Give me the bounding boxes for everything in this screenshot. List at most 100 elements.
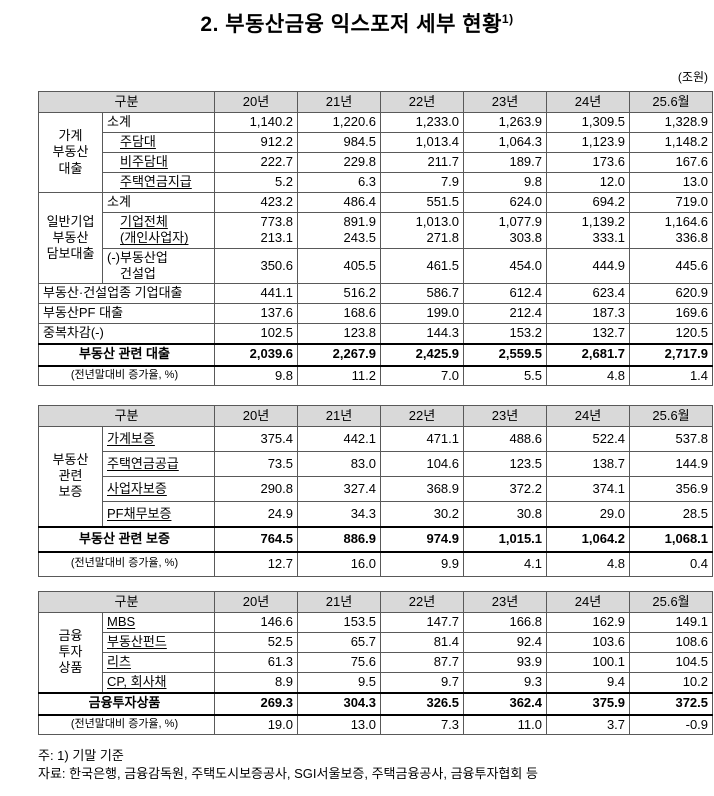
row-label: 리츠 [101,652,216,673]
value-cell: 104.6 [380,451,465,477]
value-cell: 1,013.4 [380,132,465,153]
row-label: 주택연금지급 [101,172,216,193]
value-cell: 229.8 [297,152,382,173]
page-title: 2. 부동산금융 익스포저 세부 현황1) [0,8,714,38]
value-cell: 623.4 [546,283,631,304]
column-header-year: 25.6월 [629,91,714,113]
value-cell: 444.9 [546,247,631,284]
column-header-year: 21년 [297,591,382,613]
value-cell: 984.5 [297,132,382,153]
unit-label: (조원) [677,70,708,84]
value-cell: 1,164.6 336.8 [629,212,714,249]
column-header-year: 22년 [380,405,465,427]
value-cell: 1,068.1 [629,525,714,553]
value-cell: 445.6 [629,247,714,284]
value-cell: 2,681.7 [546,342,631,367]
row-label: 중복차감(-) [37,323,216,344]
footnotes: 주: 1) 기말 기준 자료: 한국은행, 금융감독원, 주택도시보증공사, S… [38,747,714,783]
value-cell: 375.9 [546,691,631,716]
value-cell: 4.8 [546,365,631,386]
value-cell: 61.3 [214,652,299,673]
value-cell: 1,233.0 [380,112,465,133]
value-cell: 912.2 [214,132,299,153]
table-row: 부동산·건설업종 기업대출 441.1 516.2 586.7 612.4 623.4 62… [37,283,714,304]
value-cell: 9.8 [214,365,299,386]
row-label: 부동산 관련 대출 [37,342,216,367]
value-cell: 441.1 [214,283,299,304]
value-cell: 522.4 [546,426,631,452]
value-cell: 1,064.2 [546,525,631,553]
value-cell: 5.2 [214,172,299,193]
value-cell: 516.2 [297,283,382,304]
header-row: 구분 20년 21년 22년 23년 24년 25.6월 [37,91,714,113]
value-cell: 8.9 [214,672,299,693]
value-cell: 471.1 [380,426,465,452]
value-cell: 103.6 [546,632,631,653]
value-cell: 1,220.6 [297,112,382,133]
value-cell: 104.5 [629,652,714,673]
value-cell: 132.7 [546,323,631,344]
value-cell: 7.0 [380,365,465,386]
value-cell: 11.0 [463,714,548,735]
value-cell: 6.3 [297,172,382,193]
value-cell: 974.9 [380,525,465,553]
value-cell: 537.8 [629,426,714,452]
table-row: 부동산 관련 보증 가계보증 375.4 442.1 471.1 488.6 522.4 53… [38,426,714,527]
value-cell: 372.2 [463,476,548,502]
column-header-gubun: 구분 [37,591,216,613]
row-group-label: 가계 부동산 대출 [38,112,103,193]
column-header-year: 22년 [380,91,465,113]
row-label: (전년말대비 증가율, %) [37,551,216,577]
value-cell: 9.8 [463,172,548,193]
value-cell: 123.8 [297,323,382,344]
value-cell: 187.3 [546,303,631,324]
value-cell: 211.7 [380,152,465,173]
table-row: 비주담대 222.7 229.8 211.7 189.7 173.6 167.6 [39,152,714,173]
table-row: PF채무보증 24.9 34.3 30.2 30.8 29.0 28.5 [39,501,714,527]
value-cell: 12.7 [214,551,299,577]
value-cell: 75.6 [297,652,382,673]
value-cell: 304.3 [297,691,382,716]
value-cell: 326.5 [380,691,465,716]
value-cell: 34.3 [297,501,382,527]
value-cell: 551.5 [380,192,465,213]
value-cell: 100.1 [546,652,631,673]
column-header-year: 24년 [546,591,631,613]
column-header-year: 24년 [546,405,631,427]
row-label: PF채무보증 [101,501,216,527]
row-group-label: 부동산 관련 보증 [38,426,103,527]
value-cell: 144.3 [380,323,465,344]
table-row: 주담대 912.2 984.5 1,013.4 1,064.3 1,123.9 1,148.… [39,132,714,153]
value-cell: 375.4 [214,426,299,452]
value-cell: 73.5 [214,451,299,477]
row-label: 소계 [101,192,216,213]
value-cell: 719.0 [629,192,714,213]
value-cell: 1,139.2 333.1 [546,212,631,249]
table-row: 가계 부동산 대출 소계 1,140.2 1,220.6 1,233.0 1,263.9 1… [38,112,714,193]
column-header-year: 24년 [546,91,631,113]
value-cell: 773.8 213.1 [214,212,299,249]
value-cell: 2,039.6 [214,342,299,367]
row-label: (-)부동산업 건설업 [101,247,216,284]
page-title-text: 2. 부동산금융 익스포저 세부 현황 [200,13,502,36]
table-row: 일반기업 부동산 담보대출 소계 423.2 486.4 551.5 624.0 694.2… [38,192,714,284]
value-cell: 173.6 [546,152,631,173]
value-cell: 454.0 [463,247,548,284]
table-row: 중복차감(-) 102.5 123.8 144.3 153.2 132.7 120.5 [37,323,714,344]
note-basis: 주: 1) 기말 기준 [38,748,124,763]
value-cell: 9.5 [297,672,382,693]
column-header-year: 20년 [214,91,299,113]
row-group-label: 금융 투자 상품 [38,612,103,693]
column-header-year: 21년 [297,91,382,113]
value-cell: 212.4 [463,303,548,324]
value-cell: 167.6 [629,152,714,173]
value-cell: 189.7 [463,152,548,173]
header-row: 구분 20년 21년 22년 23년 24년 25.6월 [37,405,714,427]
table-row: 사업자보증 290.8 327.4 368.9 372.2 374.1 356.9 [39,476,714,502]
value-cell: 12.0 [546,172,631,193]
table-row: 주택연금지급 5.2 6.3 7.9 9.8 12.0 13.0 [39,172,714,193]
value-cell: 290.8 [214,476,299,502]
value-cell: 886.9 [297,525,382,553]
row-label: 부동산펀드 [101,632,216,653]
